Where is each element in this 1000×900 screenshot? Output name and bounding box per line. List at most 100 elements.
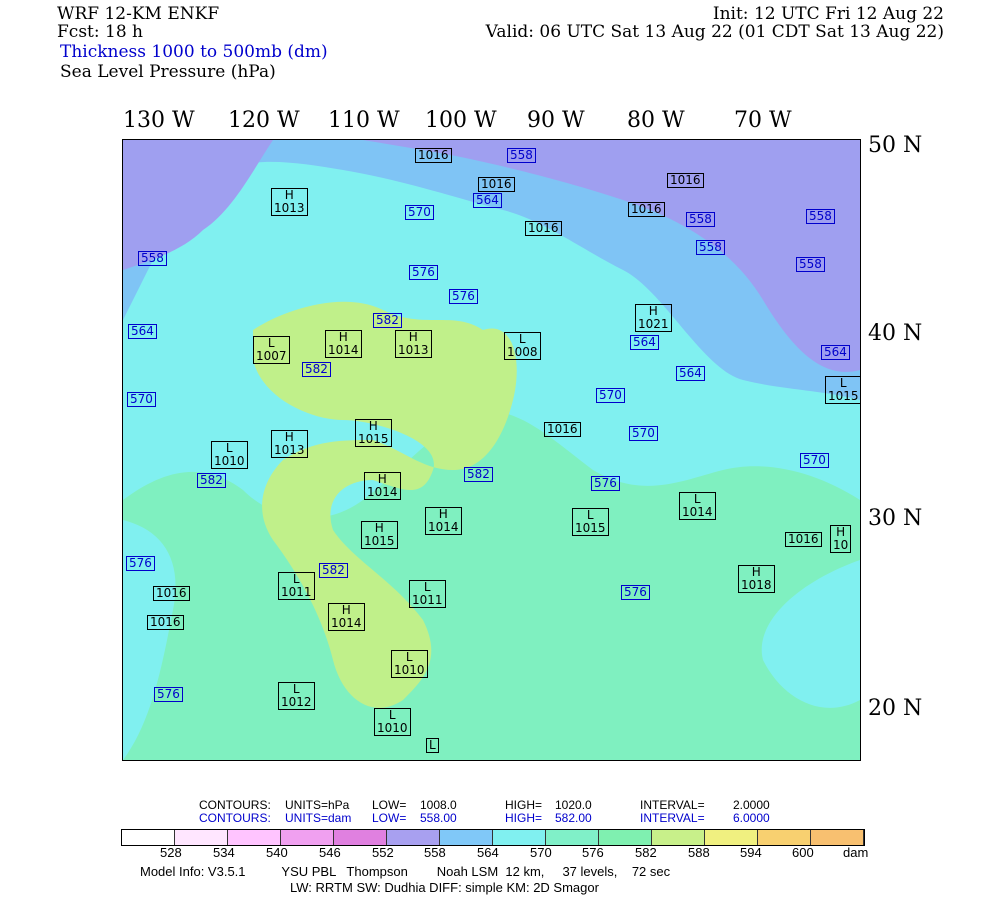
thickness-contour-label: 576 [126,556,155,571]
thickness-contour-label: 558 [806,209,835,224]
model-title: WRF 12-KM ENKF [57,4,220,24]
lat-label: 40 N [868,321,923,346]
legend-thk-label: CONTOURS: [199,811,271,825]
colorbar-swatch [281,830,334,845]
thickness-contour-label: 582 [373,313,402,328]
thickness-contour-label: 576 [449,289,478,304]
colorbar-swatch [546,830,599,845]
colorbar-tick: 558 [424,845,446,860]
pressure-center-high: H 1013 [271,188,308,216]
colorbar-tick: 582 [635,845,657,860]
legend-slp-interval-value: 2.0000 [733,798,770,812]
thickness-contour-label: 582 [319,563,348,578]
thickness-contour-label: 558 [507,148,536,163]
pressure-center-high: H 1018 [738,565,775,593]
slp-contour-label: 1016 [415,148,452,163]
legend-thk-low-value: 558.00 [420,811,457,825]
field-thickness-label: Thickness 1000 to 500mb (dm) [60,42,328,62]
pressure-center-high: H 1015 [361,521,398,549]
weather-map: H 1013 L 1007 H 1014 H 1013 L 1008 H 1021 H 101… [122,139,861,761]
colorbar-tick: 588 [688,845,710,860]
thickness-contour-label: 570 [800,453,829,468]
lon-label: 130 W [123,108,195,133]
lon-label: 100 W [425,108,497,133]
lon-label: 90 W [527,108,585,133]
colorbar-swatch [440,830,493,845]
lon-label: 80 W [627,108,685,133]
slp-contour-label: 1016 [785,532,822,547]
pressure-center-low: L 1008 [504,332,541,360]
pressure-center-high: H 1013 [271,430,308,458]
legend-thk-high: HIGH= [505,811,543,825]
colorbar-swatch [599,830,652,845]
colorbar-units: dam [843,845,869,860]
thickness-contour-label: 582 [197,473,226,488]
lat-label: 50 N [868,133,923,158]
physics-info: LW: RRTM SW: Dudhia DIFF: simple KM: 2D … [290,880,599,895]
thickness-contour-label: 558 [696,240,725,255]
pressure-center-low: L 1015 [572,508,609,536]
colorbar-tick: 540 [266,845,288,860]
thickness-contour-label: 564 [676,366,705,381]
pressure-center-low: L 1010 [374,708,411,736]
legend-slp-units: UNITS=hPa [285,798,350,812]
pressure-center-low: L 1010 [211,441,248,469]
legend-thk-interval-value: 6.0000 [733,811,770,825]
pressure-center-high: H 1015 [355,419,392,447]
pressure-center-low: L 1014 [679,492,716,520]
thickness-contour-label: 570 [405,205,434,220]
colorbar-tick: 546 [319,845,341,860]
colorbar-swatch [811,830,864,845]
thickness-contour-label: 576 [409,265,438,280]
colorbar-swatch [228,830,281,845]
colorbar-tick: 564 [477,845,499,860]
pressure-center-low: L 1011 [409,580,446,608]
thickness-contour-label: 576 [591,476,620,491]
pressure-center-high: H 1014 [425,507,462,535]
thickness-contour-label: 582 [302,362,331,377]
legend-thk-units: UNITS=dam [285,811,352,825]
slp-contour-label: 1016 [153,586,190,601]
colorbar-tick: 552 [372,845,394,860]
thickness-contour-label: 576 [621,585,650,600]
init-time: Init: 12 UTC Fri 12 Aug 22 [712,4,944,24]
pressure-center-low: L [426,738,439,753]
thickness-contour-label: 564 [821,345,850,360]
colorbar-swatch [387,830,440,845]
pressure-center-low: L 1012 [278,682,315,710]
legend-slp-high-value: 1020.0 [555,798,592,812]
lon-label: 110 W [328,108,400,133]
colorbar-swatch [652,830,705,845]
legend-thk-low: LOW= [372,811,407,825]
thickness-contour-label: 570 [127,392,156,407]
pressure-center-high: H 1021 [635,304,672,332]
legend-thk-high-value: 582.00 [555,811,592,825]
legend-thk-interval: INTERVAL= [640,811,705,825]
legend-slp-low: LOW= [372,798,407,812]
pressure-center-high: H 1014 [325,330,362,358]
map-fill [123,140,860,760]
colorbar-swatch [493,830,546,845]
pressure-center-low: L 1007 [253,336,290,364]
thickness-contour-label: 570 [629,426,658,441]
lat-label: 20 N [868,696,923,721]
pressure-center-high: H 10 [830,525,852,553]
slp-contour-label: 1016 [147,615,184,630]
legend-slp-high: HIGH= [505,798,543,812]
pressure-center-high: H 1013 [395,330,432,358]
colorbar-tick: 570 [530,845,552,860]
pressure-center-low: L 1011 [278,572,315,600]
lon-label: 70 W [734,108,792,133]
colorbar-swatch [334,830,387,845]
colorbar-tick: 528 [160,845,182,860]
lat-label: 30 N [868,506,923,531]
colorbar-tick: 600 [792,845,814,860]
forecast-hour: Fcst: 18 h [57,22,143,42]
slp-contour-label: 1016 [525,221,562,236]
legend-slp-interval: INTERVAL= [640,798,705,812]
thickness-contour-label: 564 [128,324,157,339]
thickness-contour-label: 576 [154,687,183,702]
pressure-center-low: L 1010 [391,650,428,678]
slp-contour-label: 1016 [544,422,581,437]
thickness-contour-label: 558 [138,251,167,266]
